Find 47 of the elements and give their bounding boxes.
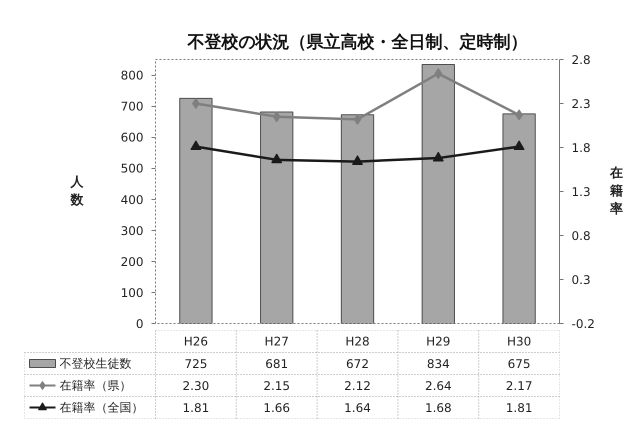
- bar: [260, 111, 294, 324]
- y-tick-label: 300: [120, 224, 144, 238]
- y-tick-label: 700: [120, 100, 144, 114]
- data-label: 1.64: [344, 401, 371, 415]
- data-label: 834: [426, 357, 450, 371]
- y2-tick-label: 1.3: [572, 185, 591, 199]
- data-label: 1.68: [424, 401, 452, 415]
- y2-tick-label: 2.3: [572, 97, 591, 111]
- x-tick-label: H27: [264, 334, 289, 348]
- data-label: 2.17: [506, 379, 532, 393]
- data-label: 1.81: [182, 401, 210, 415]
- data-label: 2.12: [344, 379, 371, 393]
- legend-label: 在籍率（県）: [60, 378, 132, 392]
- y2-tick-label: 1.8: [572, 141, 591, 155]
- y2-axis-title: 在籍率: [608, 166, 623, 217]
- x-tick-label: H29: [426, 334, 450, 348]
- legend-label: 在籍率（全国）: [60, 400, 144, 414]
- y-tick-label: 200: [120, 254, 144, 269]
- data-label: 1.66: [263, 401, 290, 415]
- data-label: 725: [184, 357, 208, 371]
- bar: [502, 113, 536, 324]
- legend-label: 不登校生徒数: [60, 356, 132, 370]
- data-label: 1.81: [506, 401, 532, 415]
- y-axis-title: 人数: [70, 175, 85, 208]
- x-tick-label: H26: [184, 334, 208, 348]
- x-tick-label: H30: [506, 334, 532, 348]
- y-tick-label: 100: [120, 286, 144, 300]
- x-tick-label: H28: [345, 334, 370, 348]
- bar: [179, 98, 213, 324]
- data-label: 675: [508, 357, 531, 371]
- y2-tick-label: 0.3: [572, 273, 591, 287]
- y2-tick-label: 2.8: [572, 53, 591, 67]
- y-tick-label: 600: [120, 130, 144, 145]
- y2-tick-label: 0.8: [572, 229, 591, 243]
- y-tick-label: 0: [136, 317, 144, 331]
- data-label: 672: [346, 357, 369, 371]
- y-tick-label: 500: [120, 162, 144, 176]
- y-tick-label: 800: [120, 68, 144, 83]
- data-label: 2.64: [424, 379, 452, 393]
- bar: [422, 64, 455, 324]
- data-label: 681: [265, 357, 288, 371]
- y-tick-label: 400: [120, 192, 144, 207]
- y2-tick-label: -0.2: [572, 317, 595, 331]
- chart-title: 不登校の状況（県立高校・全日制、定時制）: [186, 32, 528, 52]
- bar: [340, 114, 374, 324]
- data-label: 2.15: [263, 379, 290, 393]
- data-label: 2.30: [182, 379, 210, 393]
